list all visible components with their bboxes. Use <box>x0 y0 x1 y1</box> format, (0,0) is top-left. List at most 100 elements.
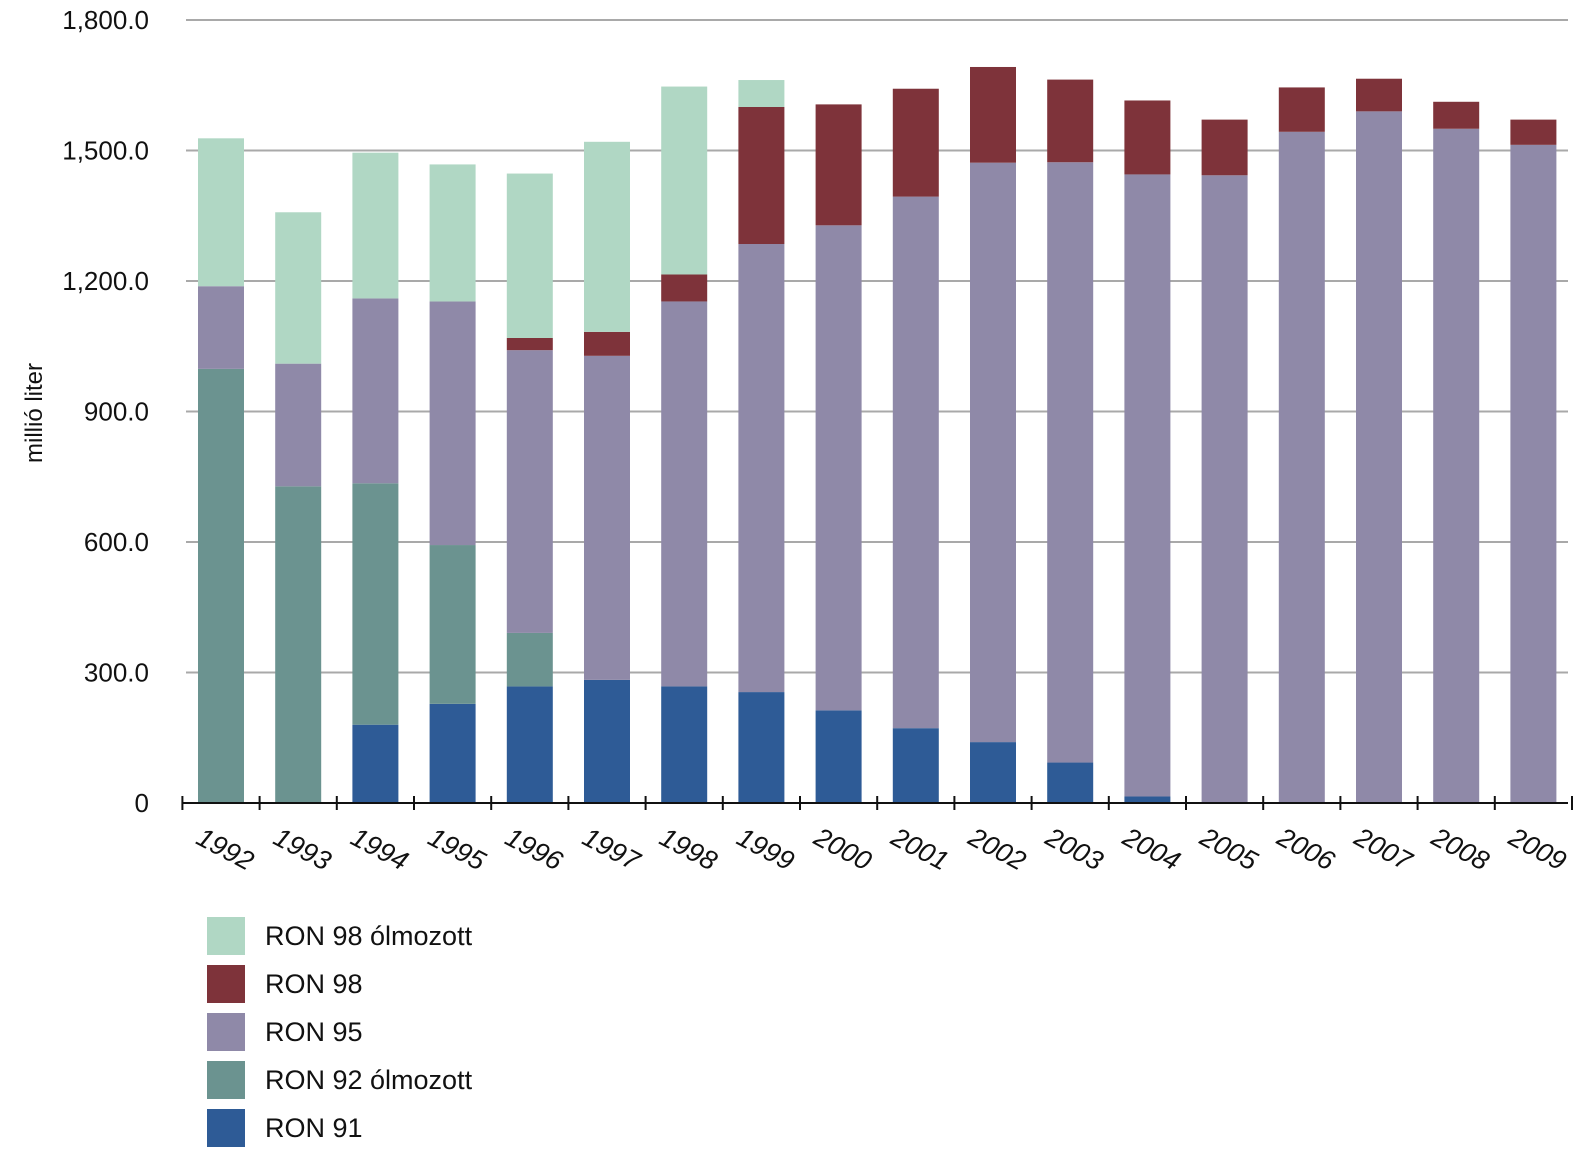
bar-segment-ron-95-2003 <box>1047 162 1094 763</box>
legend: RON 98 ólmozott RON 98 RON 95 RON 92 ólmozo… <box>207 912 472 1152</box>
bar-segment-ron-91-1999 <box>738 692 785 803</box>
y-tick-label: 600.0 <box>84 527 149 557</box>
legend-swatch <box>207 1061 245 1099</box>
x-tick-label: 1997 <box>578 822 646 877</box>
bar-segment-ron-98-2002 <box>970 66 1016 163</box>
y-tick-label: 300.0 <box>84 658 149 688</box>
bar-segment-ron-98-2009 <box>1510 119 1557 145</box>
bar-segment-ron-91-1998 <box>661 686 708 803</box>
bar-segment-ron-95-2000 <box>815 225 862 711</box>
x-tick-label: 1995 <box>423 822 491 877</box>
bar-segment-ron-98-1997 <box>584 331 630 356</box>
x-tick-label: 2004 <box>1117 821 1185 876</box>
legend-label: RON 92 ólmozott <box>265 1064 473 1095</box>
x-tick-label: 2005 <box>1194 821 1263 877</box>
bar-segment-ron-98-2008 <box>1433 101 1480 129</box>
bar-segment-ron-95-1997 <box>584 355 630 680</box>
x-tick-label: 1998 <box>655 822 722 877</box>
y-tick-label: 1,500.0 <box>62 136 149 166</box>
bar-segment-ron-92-lmozott-1994 <box>352 483 399 725</box>
x-tick-label: 1999 <box>732 822 799 877</box>
legend-swatch <box>207 1109 245 1147</box>
legend-item: RON 98 ólmozott <box>207 912 472 960</box>
bar-segment-ron-91-2001 <box>892 728 939 803</box>
legend-label: RON 98 <box>265 968 363 999</box>
bar-segment-ron-91-1997 <box>584 679 630 803</box>
bar-segment-ron-91-2003 <box>1047 762 1094 803</box>
bar-segment-ron-98-2000 <box>815 104 862 226</box>
x-tick-label: 2009 <box>1503 821 1571 876</box>
bar-segment-ron-95-1992 <box>198 286 244 369</box>
bar-segment-ron-98-lmozott-1995 <box>429 164 476 302</box>
x-tick-label: 2000 <box>808 821 876 876</box>
bar-segment-ron-98-lmozott-1993 <box>275 212 322 364</box>
y-tick-label: 1,800.0 <box>62 5 149 35</box>
bar-segment-ron-91-1995 <box>429 703 476 803</box>
legend-item: RON 92 ólmozott <box>207 1056 472 1104</box>
x-tick-label: 1994 <box>346 822 413 877</box>
bar-segment-ron-98-2007 <box>1356 78 1402 112</box>
legend-swatch <box>207 1013 245 1051</box>
bar-segment-ron-92-lmozott-1995 <box>429 545 476 704</box>
bar-segment-ron-95-1995 <box>429 301 476 546</box>
legend-label: RON 95 <box>265 1016 363 1047</box>
x-tick-label: 1996 <box>500 822 568 877</box>
bar-segment-ron-91-2004 <box>1124 796 1171 803</box>
x-tick-label: 2006 <box>1272 821 1341 877</box>
legend-label: RON 98 ólmozott <box>265 920 473 951</box>
bar-segment-ron-98-2006 <box>1278 87 1325 132</box>
bar-segment-ron-95-2001 <box>892 196 939 729</box>
x-tick-label: 1992 <box>192 822 259 877</box>
bar-segment-ron-91-2000 <box>815 710 862 803</box>
bar-segment-ron-95-2006 <box>1278 131 1325 804</box>
y-axis-title: millió liter <box>21 363 48 463</box>
axes <box>181 796 1573 810</box>
bar-segment-ron-95-2005 <box>1201 175 1248 804</box>
bar-segment-ron-98-2003 <box>1047 79 1094 163</box>
bars <box>198 66 1557 804</box>
bar-segment-ron-95-2007 <box>1356 111 1402 804</box>
bar-segment-ron-98-1999 <box>738 107 785 245</box>
bar-segment-ron-98-lmozott-1992 <box>198 138 244 287</box>
bar-segment-ron-98-lmozott-1999 <box>738 80 785 107</box>
bar-segment-ron-95-2009 <box>1510 144 1557 804</box>
bar-segment-ron-91-2002 <box>970 742 1016 803</box>
y-tick-label: 1,200.0 <box>62 266 149 296</box>
bar-segment-ron-98-lmozott-1994 <box>352 152 399 299</box>
y-tick-label: 900.0 <box>84 397 149 427</box>
bar-segment-ron-91-1996 <box>506 686 553 803</box>
legend-item: RON 95 <box>207 1008 472 1056</box>
y-tick-labels: 0 300.0 600.0 900.0 1,200.0 1,500.0 1,800.0 <box>62 5 149 818</box>
bar-segment-ron-91-1994 <box>352 724 399 803</box>
bar-segment-ron-92-lmozott-1996 <box>506 632 553 687</box>
bar-segment-ron-98-lmozott-1996 <box>506 173 553 338</box>
legend-item: RON 98 <box>207 960 472 1008</box>
x-tick-label: 2002 <box>963 821 1031 876</box>
bar-segment-ron-92-lmozott-1993 <box>275 486 322 803</box>
bar-segment-ron-98-2001 <box>892 88 939 197</box>
x-tick-label: 2001 <box>886 821 954 876</box>
x-tick-labels: 1992 1993 1994 1995 1996 1997 1998 1999 2000 2001… <box>192 821 1572 877</box>
bar-segment-ron-95-2008 <box>1433 128 1480 803</box>
bar-segment-ron-98-1998 <box>661 274 708 302</box>
bar-segment-ron-92-lmozott-1992 <box>198 368 244 803</box>
x-tick-label: 1993 <box>269 822 336 877</box>
gridlines <box>186 19 1568 674</box>
bar-segment-ron-98-lmozott-1997 <box>584 141 630 332</box>
legend-swatch <box>207 917 245 955</box>
bar-segment-ron-95-1996 <box>506 350 553 633</box>
y-tick-label: 0 <box>135 788 149 818</box>
legend-label: RON 91 <box>265 1112 363 1143</box>
bar-segment-ron-98-2004 <box>1124 100 1171 175</box>
bar-segment-ron-98-lmozott-1998 <box>661 86 708 275</box>
bar-segment-ron-95-2002 <box>970 162 1016 743</box>
legend-item: RON 91 <box>207 1104 472 1152</box>
stacked-bar-chart: 0 300.0 600.0 900.0 1,200.0 1,500.0 1,800.0 19… <box>21 5 1573 877</box>
bar-segment-ron-98-1996 <box>506 337 553 351</box>
x-tick-label: 2007 <box>1349 821 1418 877</box>
bar-segment-ron-95-1994 <box>352 298 399 484</box>
legend-swatch <box>207 965 245 1003</box>
bar-segment-ron-95-2004 <box>1124 174 1171 797</box>
x-tick-label: 2003 <box>1040 821 1108 876</box>
bar-segment-ron-95-1999 <box>738 244 785 693</box>
